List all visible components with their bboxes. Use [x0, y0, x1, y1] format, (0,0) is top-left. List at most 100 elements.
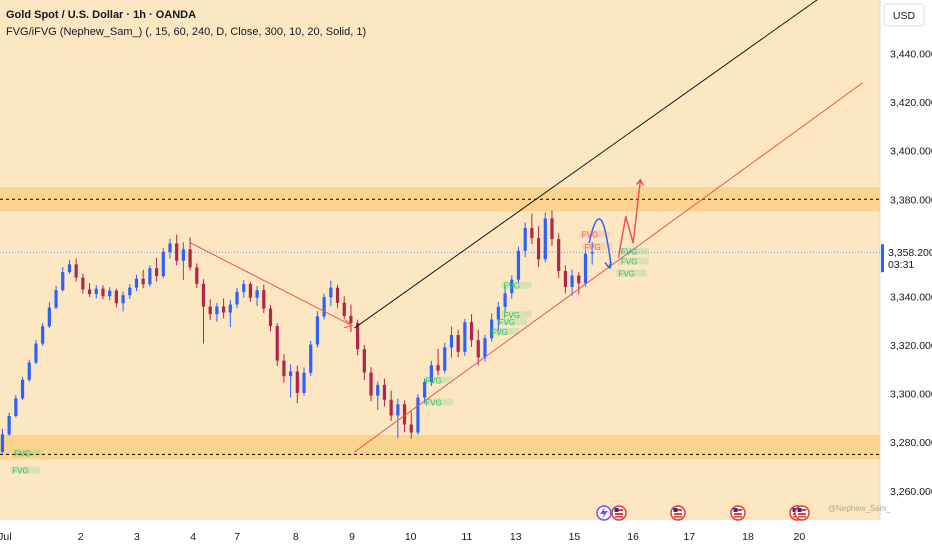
candle-body [0, 434, 5, 452]
us-flag-event-icon[interactable] [794, 505, 810, 521]
candle-body [121, 295, 125, 304]
candle-body [490, 319, 494, 339]
candle-body [201, 283, 206, 307]
fvg-label: FVG [582, 231, 598, 240]
us-flag-event-icon[interactable] [730, 505, 746, 521]
candle-body [208, 306, 212, 315]
candle-body [570, 275, 574, 287]
candle-body [161, 251, 165, 277]
candle [409, 411, 413, 439]
candle [369, 367, 373, 402]
candle-body [188, 249, 192, 268]
candle [74, 258, 78, 282]
candle [476, 329, 480, 366]
y-axis-ticks: 3,440.000 3,420.000 3,400.000 3,380.000 3,34… [890, 48, 932, 497]
chart-title: Gold Spot / U.S. Dollar · 1h · OANDA [6, 9, 196, 21]
fvg-box [579, 230, 610, 238]
candle [114, 288, 118, 308]
y-tick-label: 3,380.000 [890, 194, 932, 206]
candle [67, 260, 72, 274]
candle [309, 340, 313, 376]
candle [322, 293, 326, 320]
candle [342, 296, 346, 320]
candle-body [376, 384, 380, 396]
flash-event-icon[interactable] [596, 505, 612, 521]
candle-body [443, 347, 447, 371]
fvg-box [423, 398, 454, 406]
last-price-marker [881, 244, 884, 273]
candle [523, 222, 527, 258]
candle [289, 364, 293, 398]
candle [54, 286, 58, 310]
candle [543, 212, 547, 263]
candle-body [463, 322, 467, 352]
us-flag-event-icon[interactable] [611, 505, 627, 521]
candle-body [255, 290, 259, 298]
candle [181, 242, 185, 280]
candle-body [322, 297, 326, 317]
us-flag-event-icon[interactable] [670, 505, 686, 521]
y-tick-label: 3,420.000 [890, 97, 932, 109]
x-tick-label: 3 [134, 531, 140, 543]
candle [563, 265, 567, 294]
candle-body [67, 264, 72, 273]
candle [195, 263, 199, 288]
fvg-box [501, 310, 532, 318]
candle [349, 304, 353, 332]
descending-trendline[interactable] [190, 242, 353, 327]
candle [61, 267, 65, 292]
candle-body [543, 218, 547, 260]
candle-body [302, 372, 306, 393]
candle-body [262, 290, 266, 309]
last-price-countdown: 03:31 [888, 259, 914, 271]
x-tick-label: 20 [793, 531, 805, 543]
candle-body [476, 340, 480, 358]
levels-layer [0, 198, 880, 455]
y-tick-label: 3,300.000 [890, 389, 932, 401]
fvg-box [582, 242, 613, 250]
red-zigzag-projection [617, 179, 642, 258]
fvg-label: FVG [425, 376, 441, 385]
candle-body [510, 279, 514, 294]
candle-body [429, 365, 433, 382]
trend-arrowhead [343, 319, 354, 329]
x-tick-label: 8 [293, 531, 299, 543]
candle-body [590, 252, 594, 254]
candle [402, 400, 407, 433]
candle-body [536, 238, 541, 260]
y-tick-label: 3,400.000 [890, 146, 932, 158]
candle [215, 302, 219, 322]
upper-channel-trendline[interactable] [354, 0, 840, 329]
fvg-label: FVG [491, 328, 507, 337]
candle [262, 284, 266, 313]
candle-body [577, 275, 581, 284]
candle [315, 311, 320, 348]
candle [242, 279, 246, 298]
candle-body [282, 360, 286, 377]
candle-body [41, 326, 45, 344]
candle [161, 248, 165, 279]
currency-button[interactable]: USD [883, 3, 925, 27]
candle [108, 287, 112, 301]
candle-body [235, 291, 239, 305]
candle [255, 286, 259, 306]
x-tick-label: 17 [683, 531, 695, 543]
candle-body [483, 338, 487, 358]
candle-body [54, 290, 58, 308]
candle [228, 299, 232, 328]
candle [208, 299, 212, 321]
x-tick-label: 13 [510, 531, 522, 543]
candle [510, 275, 514, 299]
candle [302, 367, 306, 396]
candle-body [456, 335, 460, 352]
candle-body [128, 287, 132, 296]
candle [496, 301, 500, 331]
candle-body [309, 344, 313, 373]
candle [583, 250, 588, 287]
y-tick-label: 3,440.000 [890, 48, 932, 60]
candle-body [563, 270, 567, 287]
